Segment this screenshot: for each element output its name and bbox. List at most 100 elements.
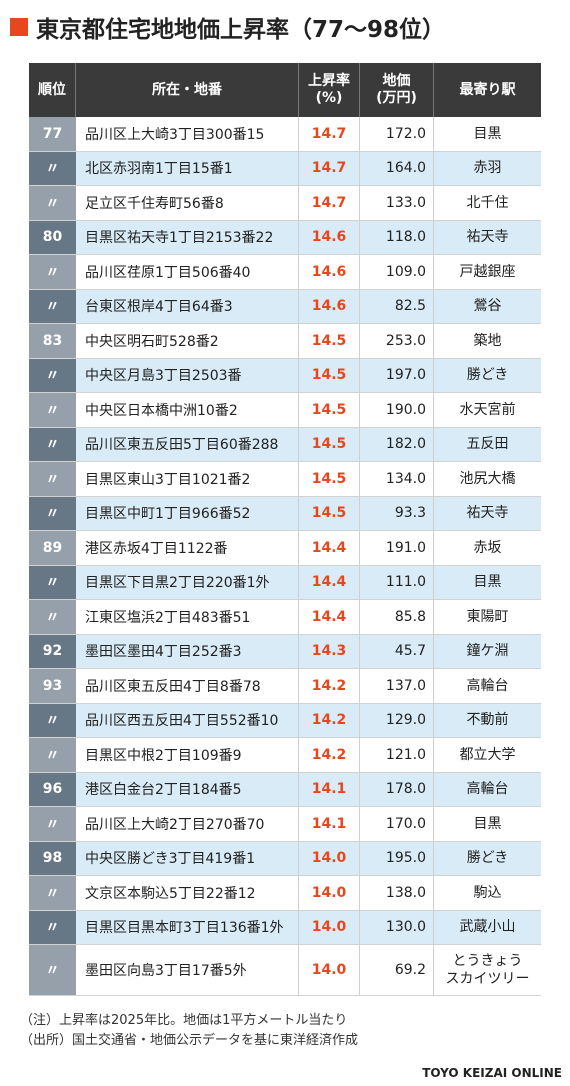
address-cell: 墨田区向島3丁目17番5外 (76, 945, 299, 995)
table-row: 〃目黒区中町1丁目966番52 14.5 93.3 祐天寺 (29, 496, 541, 531)
price-cell: 93.3 (360, 496, 434, 530)
rate-cell: 14.2 (299, 738, 360, 772)
station-cell: 鐘ケ淵 (466, 643, 509, 660)
rate-cell: 14.5 (299, 324, 360, 358)
station-cell: 東陽町 (466, 608, 509, 625)
title-bar: 東京都住宅地地価上昇率（77〜98位） (10, 10, 445, 44)
table-row: 〃中央区月島3丁目2503番 14.5 197.0 勝どき (29, 358, 541, 393)
station-cell: 目黒 (473, 815, 502, 832)
footnote-source: （出所）国土交通省・地価公示データを基に東洋経済作成 (20, 1033, 359, 1048)
address-cell: 港区赤坂4丁目1122番 (76, 531, 299, 565)
rate-cell: 14.2 (299, 703, 360, 737)
table-row: 98 中央区勝どき3丁目419番1 14.0 195.0 勝どき (29, 841, 541, 876)
address-cell: 文京区本駒込5丁目22番12 (76, 876, 299, 910)
rank-cell: 〃 (29, 496, 76, 530)
price-cell: 118.0 (360, 220, 434, 254)
title-marker-icon (10, 18, 28, 36)
rate-cell: 14.4 (299, 565, 360, 599)
address-cell: 目黒区下目黒2丁目220番1外 (76, 565, 299, 599)
station-cell: 祐天寺 (466, 505, 509, 522)
rate-cell: 14.0 (299, 945, 360, 995)
address-cell: 品川区西五反田4丁目552番10 (76, 703, 299, 737)
table-row: 〃目黒区目黒本町3丁目136番1外 14.0 130.0 武蔵小山 (29, 910, 541, 945)
publisher-credit: TOYO KEIZAI ONLINE (422, 1066, 562, 1080)
address-cell: 台東区根岸4丁目64番3 (76, 289, 299, 323)
table-row: 〃品川区上大崎2丁目270番70 14.1 170.0 目黒 (29, 807, 541, 842)
price-cell: 45.7 (360, 634, 434, 668)
table-row: 〃品川区西五反田4丁目552番10 14.2 129.0 不動前 (29, 703, 541, 738)
rate-cell: 14.5 (299, 496, 360, 530)
table-row: 96 港区白金台2丁目184番5 14.1 178.0 高輪台 (29, 772, 541, 807)
price-cell: 197.0 (360, 358, 434, 392)
rank-cell: 80 (29, 220, 76, 254)
rank-cell: 〃 (29, 600, 76, 634)
rate-cell: 14.6 (299, 255, 360, 289)
header-rate-unit: (%) (315, 90, 343, 106)
station-cell: 北千住 (466, 194, 509, 211)
rate-cell: 14.7 (299, 151, 360, 185)
table-body: 77 品川区上大崎3丁目300番15 14.7 172.0 目黒〃北区赤羽南1丁目15番… (29, 117, 541, 996)
price-cell: 253.0 (360, 324, 434, 358)
rank-cell: 〃 (29, 462, 76, 496)
address-cell: 品川区上大崎2丁目270番70 (76, 807, 299, 841)
station-cell: 鶯谷 (473, 298, 502, 315)
rate-cell: 14.5 (299, 358, 360, 392)
address-cell: 江東区塩浜2丁目483番51 (76, 600, 299, 634)
header-price-label: 地価 (382, 73, 411, 89)
price-cell: 69.2 (360, 945, 434, 995)
address-cell: 目黒区中根2丁目109番9 (76, 738, 299, 772)
price-cell: 182.0 (360, 427, 434, 461)
station-cell: 築地 (473, 332, 502, 349)
table-row: 80 目黒区祐天寺1丁目2153番22 14.6 118.0 祐天寺 (29, 220, 541, 255)
footnotes: （注）上昇率は2025年比。地価は1平方メートル当たり （出所）国土交通省・地価… (20, 1011, 358, 1051)
header-address: 所在・地番 (76, 63, 299, 117)
price-cell: 111.0 (360, 565, 434, 599)
rank-cell: 〃 (29, 151, 76, 185)
header-rate: 上昇率 (%) (299, 63, 360, 117)
station-cell: 武蔵小山 (459, 919, 516, 936)
address-cell: 品川区東五反田5丁目60番288 (76, 427, 299, 461)
table-row: 〃品川区荏原1丁目506番40 14.6 109.0 戸越銀座 (29, 255, 541, 290)
rank-cell: 93 (29, 669, 76, 703)
rank-cell: 92 (29, 634, 76, 668)
rank-cell: 83 (29, 324, 76, 358)
rank-cell: 89 (29, 531, 76, 565)
address-cell: 港区白金台2丁目184番5 (76, 772, 299, 806)
rank-cell: 98 (29, 841, 76, 875)
header-rate-label: 上昇率 (308, 73, 350, 89)
rank-cell: 〃 (29, 289, 76, 323)
station-cell: 池尻大橋 (459, 470, 516, 487)
station-cell: 勝どき (466, 850, 509, 867)
table-row: 〃目黒区下目黒2丁目220番1外 14.4 111.0 目黒 (29, 565, 541, 600)
rate-cell: 14.0 (299, 841, 360, 875)
station-cell: 水天宮前 (459, 401, 516, 418)
price-cell: 138.0 (360, 876, 434, 910)
address-cell: 足立区千住寿町56番8 (76, 186, 299, 220)
address-cell: 中央区日本橋中洲10番2 (76, 393, 299, 427)
footnote-note: （注）上昇率は2025年比。地価は1平方メートル当たり (20, 1013, 348, 1028)
station-cell: 目黒 (473, 574, 502, 591)
address-cell: 中央区明石町528番2 (76, 324, 299, 358)
rank-cell: 〃 (29, 703, 76, 737)
rate-cell: 14.3 (299, 634, 360, 668)
header-price: 地価 (万円) (360, 63, 434, 117)
rate-cell: 14.6 (299, 289, 360, 323)
price-cell: 191.0 (360, 531, 434, 565)
rate-cell: 14.4 (299, 600, 360, 634)
station-cell: 都立大学 (459, 746, 516, 763)
station-cell: 高輪台 (466, 781, 509, 798)
rank-cell: 77 (29, 117, 76, 151)
rank-cell: 〃 (29, 876, 76, 910)
price-cell: 134.0 (360, 462, 434, 496)
station-cell: 不動前 (466, 712, 509, 729)
station-cell: 目黒 (473, 125, 502, 142)
table-row: 〃目黒区東山3丁目1021番2 14.5 134.0 池尻大橋 (29, 462, 541, 497)
rate-cell: 14.1 (299, 772, 360, 806)
price-cell: 172.0 (360, 117, 434, 151)
table-header: 順位 所在・地番 上昇率 (%) 地価 (万円) 最寄り駅 (29, 63, 541, 117)
rate-cell: 14.1 (299, 807, 360, 841)
price-cell: 85.8 (360, 600, 434, 634)
address-cell: 目黒区祐天寺1丁目2153番22 (76, 220, 299, 254)
price-cell: 170.0 (360, 807, 434, 841)
price-cell: 178.0 (360, 772, 434, 806)
